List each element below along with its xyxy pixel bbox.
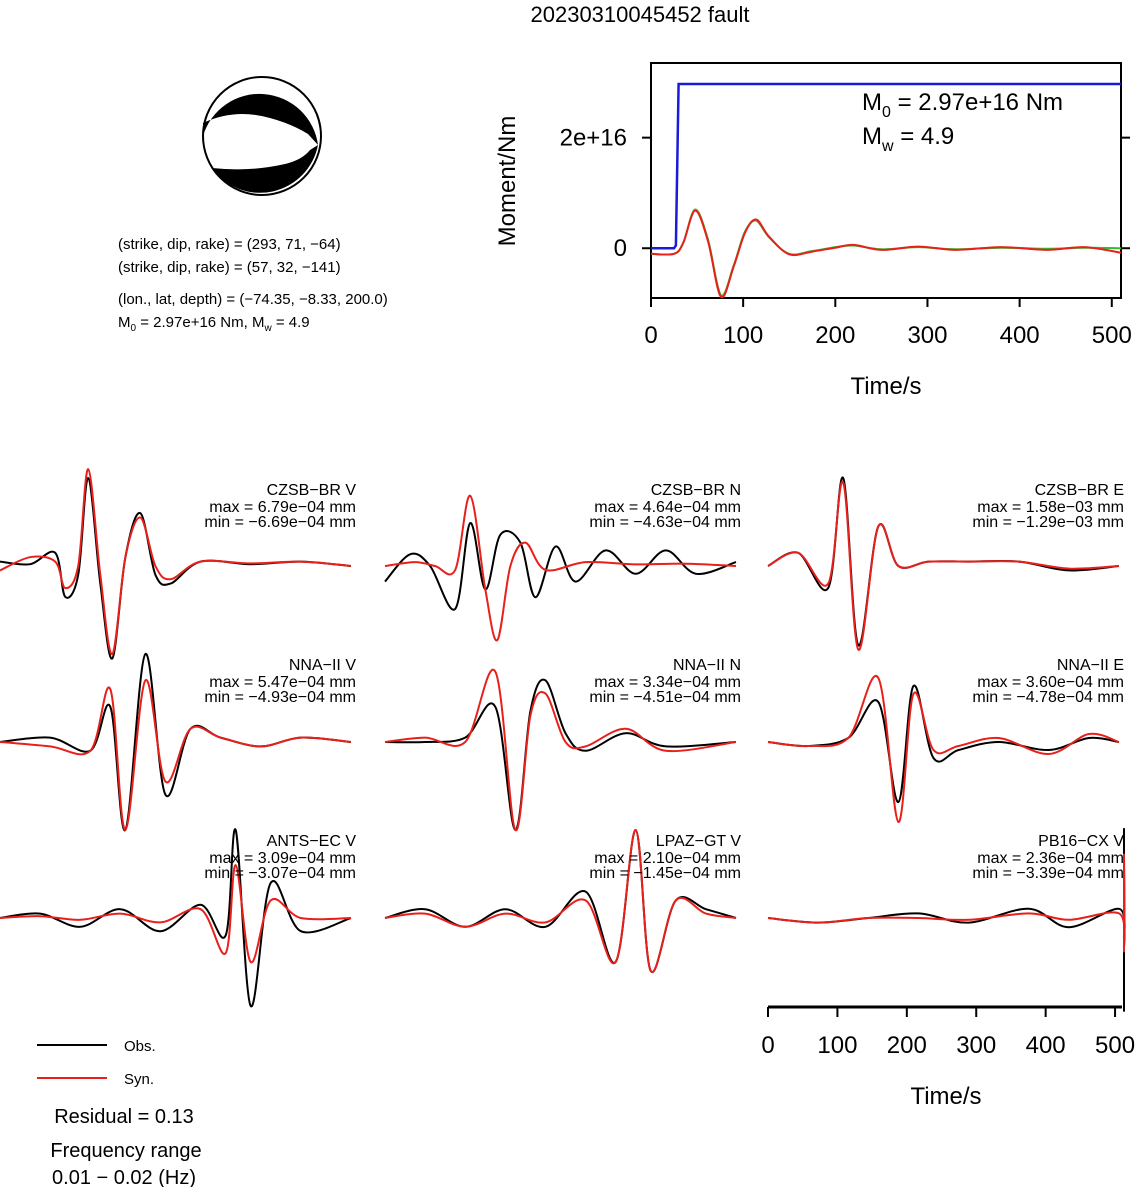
observed-trace [0,828,352,1008]
amplitude-min: min = −3.07e−04 mm [204,865,356,882]
station-label: NNA−II E [1057,657,1124,674]
amplitude-min: min = −6.69e−04 mm [204,514,356,531]
focal-info: (strike, dip, rake) = (293, 71, −64) (st… [118,236,388,334]
synthetic-trace [767,853,1126,953]
legend-obs-label: Obs. [124,1038,156,1055]
synthetic-trace [0,468,352,656]
synthetic-trace [384,668,737,832]
stf-xtick-label: 100 [723,322,763,349]
hypocenter: (lon., lat, depth) = (−74.35, −8.33, 200… [118,291,388,308]
amplitude-min: min = −4.93e−04 mm [204,689,356,706]
stf-frame [650,62,1122,299]
amplitude-min: min = −1.29e−03 mm [972,514,1124,531]
beachball-compressional-lower [212,145,318,193]
stf-xtick-label: 200 [815,322,855,349]
station-label: CZSB−BR N [651,482,741,499]
stf-moment-rate-green [650,208,1122,297]
synthetic-trace [0,679,352,832]
stf-mw-label: Mw = 4.9 [862,123,954,155]
stf-moment-line [651,82,1121,250]
frequency-value: 0.01 − 0.02 (Hz) [52,1167,196,1187]
stf-moment-rate-red [650,209,1122,299]
amplitude-min: min = −3.39e−04 mm [972,865,1124,882]
amplitude-min: min = −4.78e−04 mm [972,689,1124,706]
station-label: PB16−CX V [1038,833,1124,850]
stf-ylabel: Moment/Nm [494,116,521,247]
stf-xlabel: Time/s [850,373,921,400]
waveform-xtick-label: 300 [956,1032,996,1059]
stf-xtick-label: 300 [907,322,947,349]
waveform-xtick-label: 400 [1026,1032,1066,1059]
stf-xtick-label: 500 [1092,322,1132,349]
waveform-xtick-label: 500 [1095,1032,1135,1059]
synthetic-trace [384,828,737,973]
amplitude-min: min = −4.51e−04 mm [589,689,741,706]
amplitude-min: min = −4.63e−04 mm [589,514,741,531]
waveform-xtick-label: 200 [887,1032,927,1059]
synthetic-trace [0,864,352,964]
synthetic-trace [767,674,1120,824]
amplitude-max: max = 2.36e−04 mm [977,850,1124,867]
station-label: ANTS−EC V [267,833,357,850]
beachball [202,76,322,196]
station-label: CZSB−BR E [1035,482,1124,499]
amplitude-max: max = 5.47e−04 mm [209,674,356,691]
station-label: LPAZ−GT V [656,833,742,850]
figure-title: 20230310045452 fault [531,2,750,27]
waveform-xlabel: Time/s [910,1083,981,1110]
amplitude-max: max = 3.09e−04 mm [209,850,356,867]
stf-ticks: 0 100 200 300 400 500 0 2e+16 [560,125,1132,349]
legend: Obs. Syn. Residual = 0.13 Frequency rang… [37,1038,202,1187]
nodal-plane-1: (strike, dip, rake) = (293, 71, −64) [118,236,341,253]
amplitude-max: max = 3.34e−04 mm [594,674,741,691]
beachball-compressional-upper [203,93,318,145]
amplitude-max: max = 4.64e−04 mm [594,499,741,516]
stf-xtick-label: 400 [1000,322,1040,349]
legend-syn-label: Syn. [124,1071,154,1088]
stf-xtick-label: 0 [644,322,657,349]
synthetic-trace [767,480,1120,651]
residual-text: Residual = 0.13 [54,1106,194,1128]
waveform-xtick-label: 100 [817,1032,857,1059]
amplitude-max: max = 3.60e−04 mm [977,674,1124,691]
moment-summary: M0 = 2.97e+16 Nm, Mw = 4.9 [118,314,310,334]
station-label: NNA−II N [673,657,741,674]
amplitude-max: max = 6.79e−04 mm [209,499,356,516]
stf-ytick-label: 2e+16 [560,125,627,152]
frequency-label: Frequency range [50,1140,201,1162]
station-label: CZSB−BR V [267,482,357,499]
waveform-xtick-label: 0 [761,1032,774,1059]
amplitude-max: max = 2.10e−04 mm [594,850,741,867]
stf-lines [650,82,1122,299]
station-label: NNA−II V [289,657,356,674]
waveform-time-axis: Time/s 0 100 200 300 400 500 [761,1005,1135,1110]
amplitude-min: min = −1.45e−04 mm [589,865,741,882]
synthetic-trace [384,494,737,642]
stf-m0-label: M0 = 2.97e+16 Nm [862,89,1063,121]
amplitude-max: max = 1.58e−03 mm [977,499,1124,516]
stf-ytick-label: 0 [614,235,627,262]
nodal-plane-2: (strike, dip, rake) = (57, 32, −141) [118,259,341,276]
